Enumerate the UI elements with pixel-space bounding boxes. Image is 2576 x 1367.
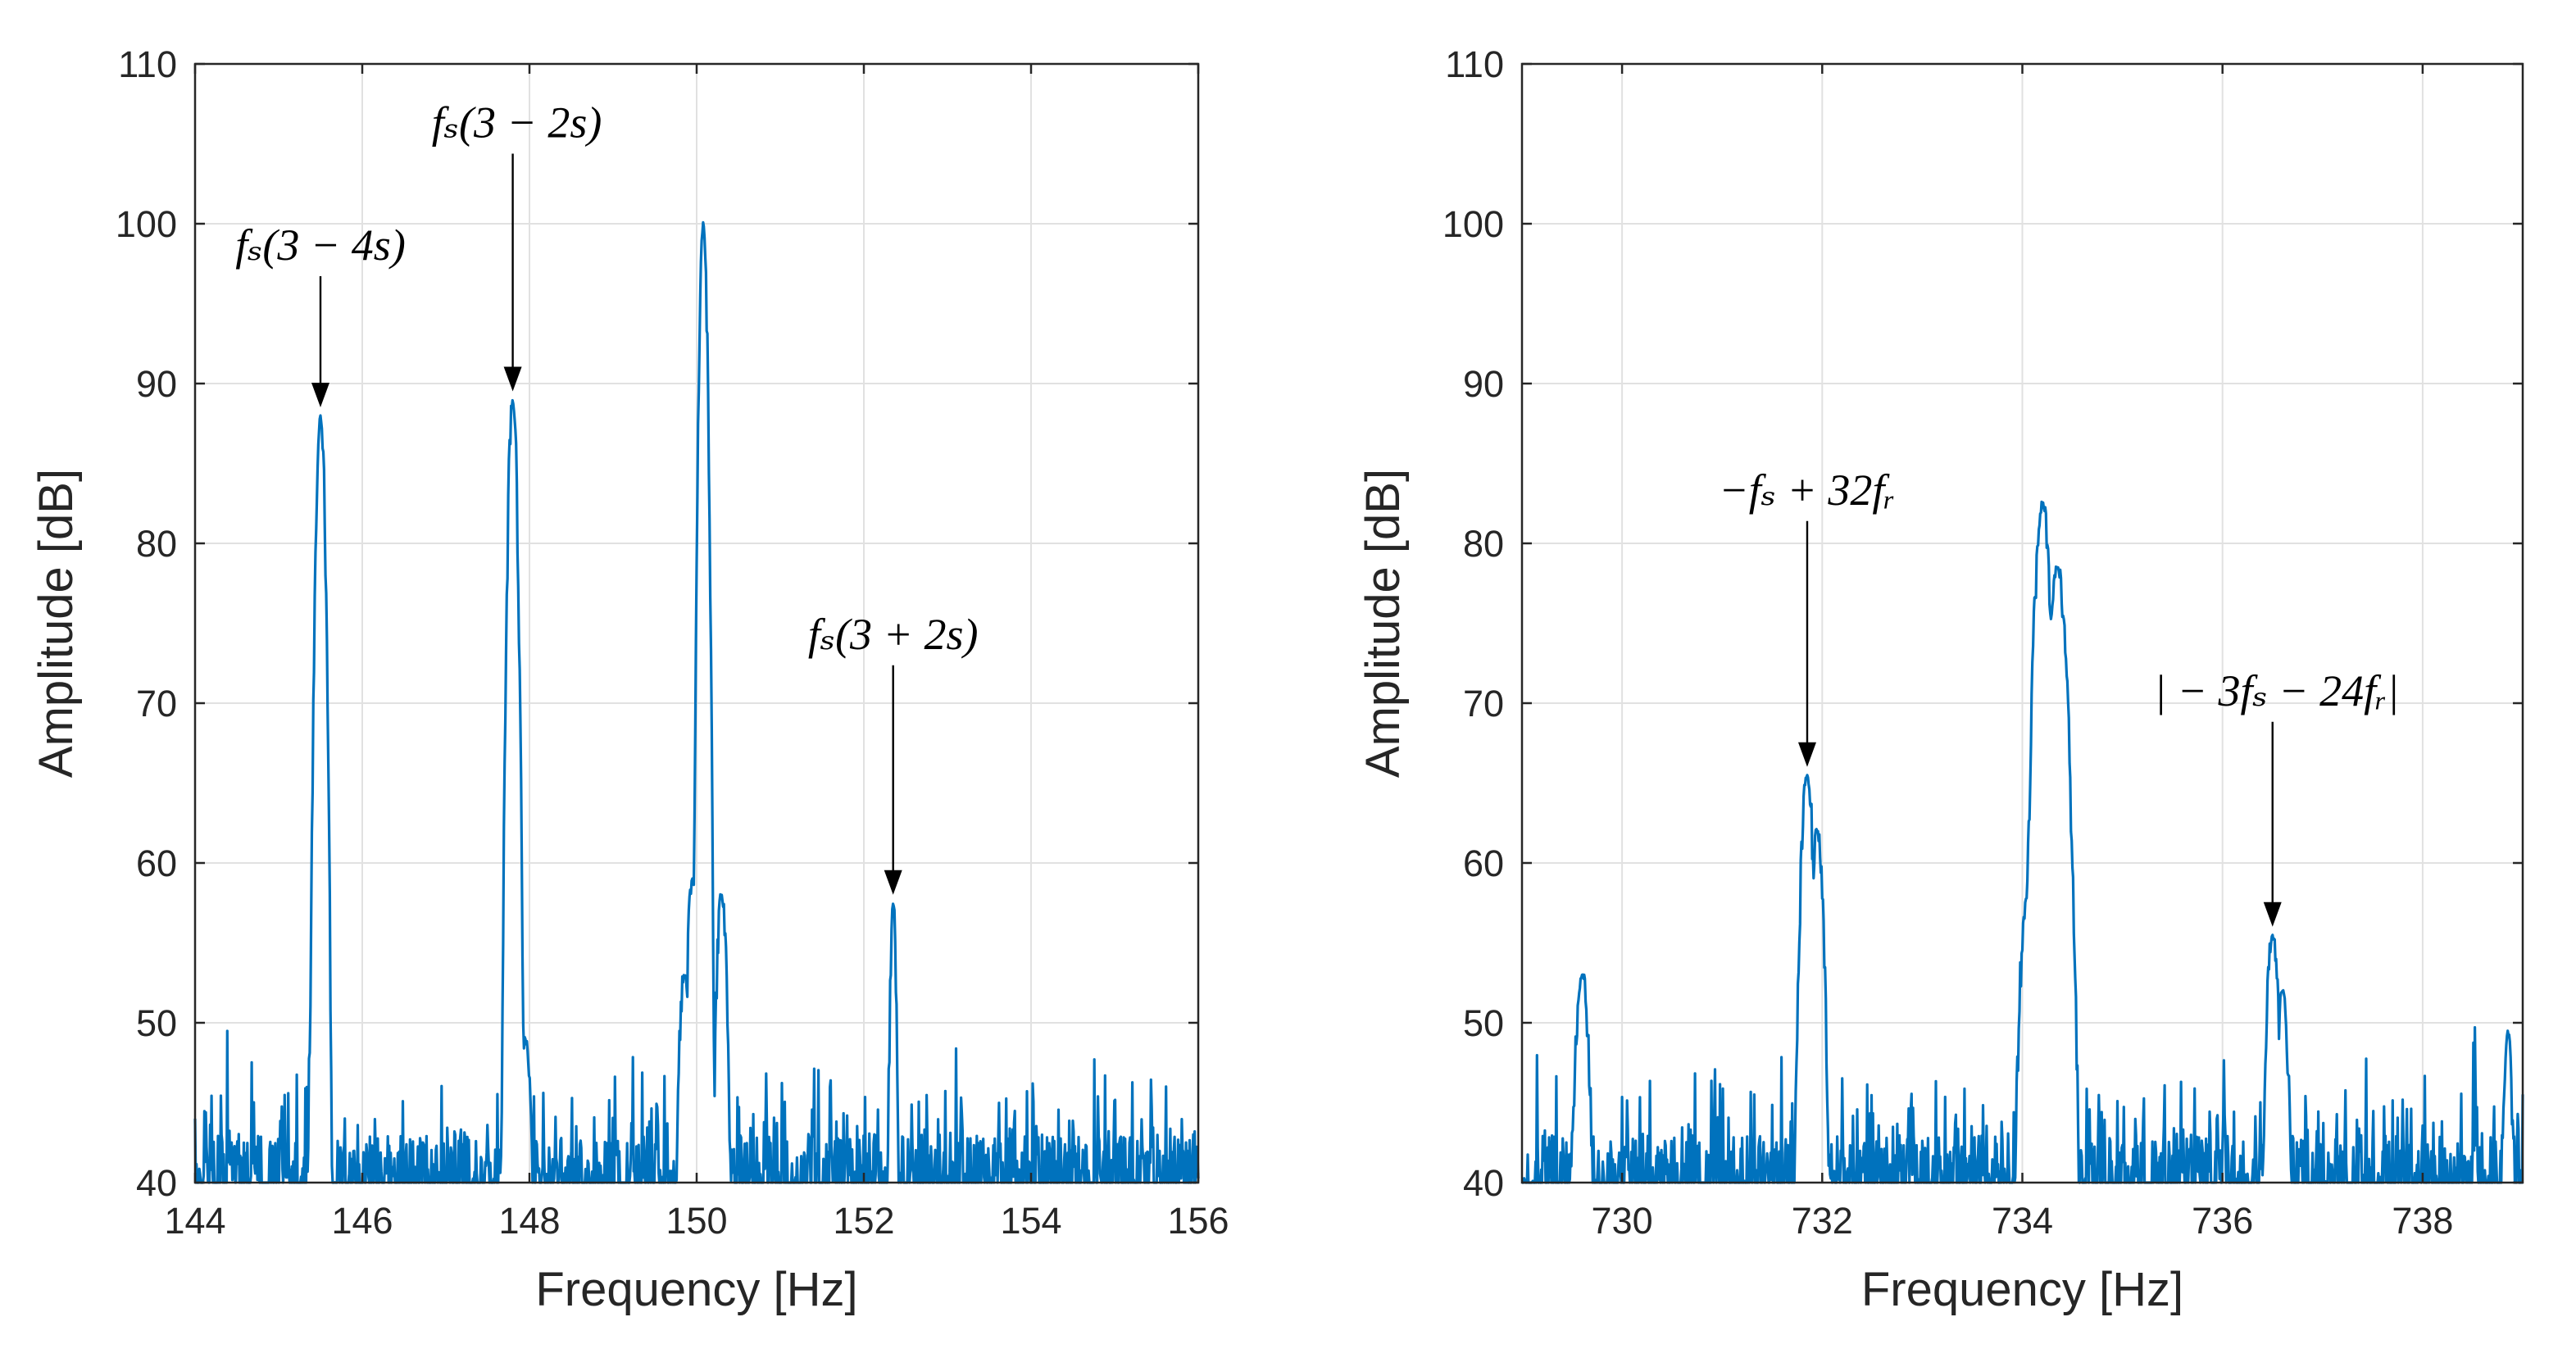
x-tick-label: 736 [2192, 1200, 2253, 1242]
x-tick-label: 148 [498, 1200, 560, 1242]
x-tick-label: 152 [833, 1200, 894, 1242]
annotation-arrowhead [884, 870, 902, 895]
y-tick-label: 50 [1463, 1002, 1504, 1044]
y-tick-label: 110 [1445, 43, 1504, 85]
y-tick-label: 80 [1463, 523, 1504, 565]
annotation-arrowhead [2263, 901, 2282, 927]
y-tick-label: 110 [118, 43, 177, 85]
x-tick-label: 146 [331, 1200, 393, 1242]
chart-right: 730 732 734 736 738 40 50 60 70 80 90 100 110 Frequen… [1356, 43, 2524, 1316]
annotation-arrowhead [1797, 742, 1816, 767]
x-tick-label: 730 [1592, 1200, 1653, 1242]
annotation-arrowhead [311, 383, 329, 407]
annotation-label: fₛ(3 − 2s) [432, 98, 602, 148]
annotation-arrowhead [503, 366, 522, 392]
y-tick-label: 40 [136, 1162, 177, 1204]
y-tick-label: 100 [1442, 203, 1504, 245]
x-tick-label: 144 [164, 1200, 225, 1242]
x-tick-label: 734 [1992, 1200, 2053, 1242]
y-tick-label: 70 [136, 683, 177, 724]
annotation-label: fₛ(3 + 2s) [808, 610, 979, 659]
y-axis-label: Amplitude [dB] [30, 469, 83, 778]
y-tick-label: 60 [1463, 842, 1504, 884]
x-axis-label: Frequency [Hz] [1861, 1263, 2183, 1316]
x-tick-label: 150 [666, 1200, 727, 1242]
y-tick-label: 90 [136, 363, 177, 405]
y-tick-label: 50 [136, 1002, 177, 1044]
x-tick-label: 154 [1000, 1200, 1061, 1242]
annotation-label: fₛ(3 − 4s) [235, 220, 406, 270]
y-tick-label: 90 [1463, 363, 1504, 405]
x-axis-label: Frequency [Hz] [535, 1263, 857, 1316]
x-tick-label: 156 [1167, 1200, 1229, 1242]
y-axis-label: Amplitude [dB] [1356, 469, 1410, 778]
y-tick-label: 70 [1463, 683, 1504, 724]
annotation-label: | − 3fₛ − 24fᵣ| [2154, 666, 2399, 715]
y-tick-label: 80 [136, 523, 177, 565]
chart-left: 144 146 148 150 152 154 156 40 50 60 70 80 90 100 110 F… [30, 43, 1229, 1316]
x-tick-label: 738 [2392, 1200, 2453, 1242]
x-tick-label: 732 [1792, 1200, 1853, 1242]
y-tick-label: 60 [136, 842, 177, 884]
annotation-label: −fₛ + 32fᵣ [1719, 466, 1895, 515]
y-tick-label: 100 [116, 203, 177, 245]
y-tick-label: 40 [1463, 1162, 1504, 1204]
